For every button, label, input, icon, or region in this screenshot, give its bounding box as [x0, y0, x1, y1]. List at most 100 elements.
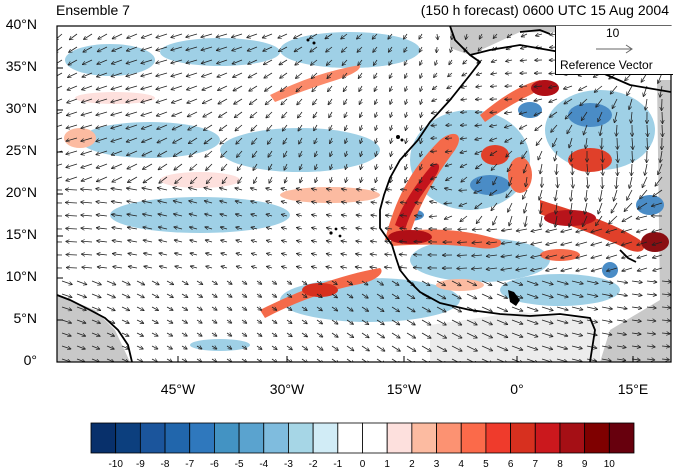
wind-vector — [571, 345, 583, 349]
wind-vector — [496, 280, 508, 285]
wind-vector — [186, 46, 198, 50]
wind-vector — [97, 46, 108, 52]
wind-vector — [586, 293, 598, 297]
wind-vector — [128, 253, 138, 255]
wind-vector — [569, 137, 573, 148]
wind-vector — [286, 319, 292, 324]
wind-vector — [361, 306, 369, 312]
wind-vector — [491, 163, 498, 171]
wind-vector — [601, 320, 613, 322]
wind-vector — [263, 46, 273, 51]
wind-vector — [601, 281, 613, 283]
wind-vector — [256, 320, 262, 323]
wind-vector — [560, 241, 573, 245]
wind-vector — [330, 137, 333, 144]
wind-vector — [346, 319, 354, 325]
wind-vector — [341, 33, 348, 39]
wind-vector — [389, 59, 392, 66]
wind-vector — [256, 281, 262, 284]
wind-vector — [96, 72, 108, 77]
wind-vector — [451, 293, 462, 300]
wind-vector — [231, 33, 243, 38]
wind-vector — [460, 163, 468, 168]
wind-vector — [91, 332, 100, 336]
wind-vector — [540, 202, 542, 214]
wind-vector — [531, 241, 543, 245]
wind-vector — [158, 240, 168, 242]
wind-vector — [310, 46, 318, 52]
wind-vector — [646, 281, 657, 282]
wind-vector — [616, 333, 627, 335]
wind-vector — [251, 137, 258, 145]
wind-vector — [142, 201, 153, 203]
wind-vector — [653, 189, 663, 197]
wind-vector — [419, 33, 422, 39]
colorbar-tick-label: -4 — [259, 459, 269, 470]
wind-vector — [298, 124, 303, 131]
wind-vector — [601, 359, 612, 361]
wind-vector — [143, 253, 153, 255]
wind-vector — [561, 267, 573, 271]
wind-vector — [541, 345, 553, 350]
colorbar-cell — [263, 422, 289, 454]
wind-vector — [76, 332, 86, 336]
wind-vector — [151, 319, 159, 324]
wind-vector — [429, 216, 438, 217]
wind-vector — [344, 98, 348, 105]
lon-tick-label: 15°W — [386, 381, 422, 397]
wind-vector — [466, 280, 477, 286]
wind-vector — [141, 46, 153, 51]
wind-vector — [460, 151, 468, 153]
wind-vector — [196, 320, 202, 323]
wind-vector — [373, 85, 377, 92]
wind-vector — [281, 240, 288, 242]
wind-vector — [226, 281, 232, 285]
wind-vector — [551, 124, 558, 133]
wind-vector — [376, 319, 385, 325]
wind-vector — [481, 345, 493, 351]
wind-vector — [278, 33, 288, 38]
wind-vector — [329, 124, 332, 131]
wind-vector — [420, 72, 422, 79]
wind-vector — [81, 124, 93, 128]
wind-vector — [602, 163, 603, 176]
wind-vector — [61, 345, 71, 349]
wind-vector — [400, 202, 408, 203]
wind-vector — [249, 98, 258, 105]
wind-vector — [611, 202, 618, 213]
wind-vector — [652, 267, 663, 271]
wind-vector — [445, 164, 453, 166]
wind-vector — [121, 345, 129, 349]
wind-vector — [646, 333, 656, 334]
wind-vector — [522, 150, 528, 159]
wind-vector — [451, 319, 462, 326]
wind-vector — [268, 150, 273, 158]
wind-vector — [330, 176, 332, 183]
wind-vector — [571, 150, 572, 162]
wind-vector — [655, 176, 663, 186]
wind-vector — [279, 72, 288, 78]
wind-vector — [375, 163, 377, 170]
lon-tick-label: 30°W — [269, 381, 305, 397]
wind-vector — [546, 228, 558, 232]
wind-vector — [530, 267, 543, 271]
wind-vector — [390, 124, 392, 131]
wind-vector — [376, 293, 384, 299]
wind-vector — [296, 240, 303, 242]
wind-vector — [81, 163, 93, 168]
wind-vector — [284, 150, 288, 157]
wind-vector — [345, 137, 347, 144]
wind-vector — [420, 85, 422, 92]
wind-vector — [166, 319, 173, 323]
wind-vector — [356, 33, 363, 39]
wind-vector — [156, 85, 168, 90]
wind-vector — [372, 33, 378, 39]
wind-vector — [445, 176, 453, 181]
wind-vector — [404, 46, 407, 53]
wind-vector — [216, 33, 228, 37]
wind-vector — [436, 293, 446, 299]
wind-vector — [174, 227, 183, 229]
wind-vector — [220, 240, 228, 242]
wind-vector — [151, 280, 159, 286]
wind-vector — [624, 202, 633, 212]
